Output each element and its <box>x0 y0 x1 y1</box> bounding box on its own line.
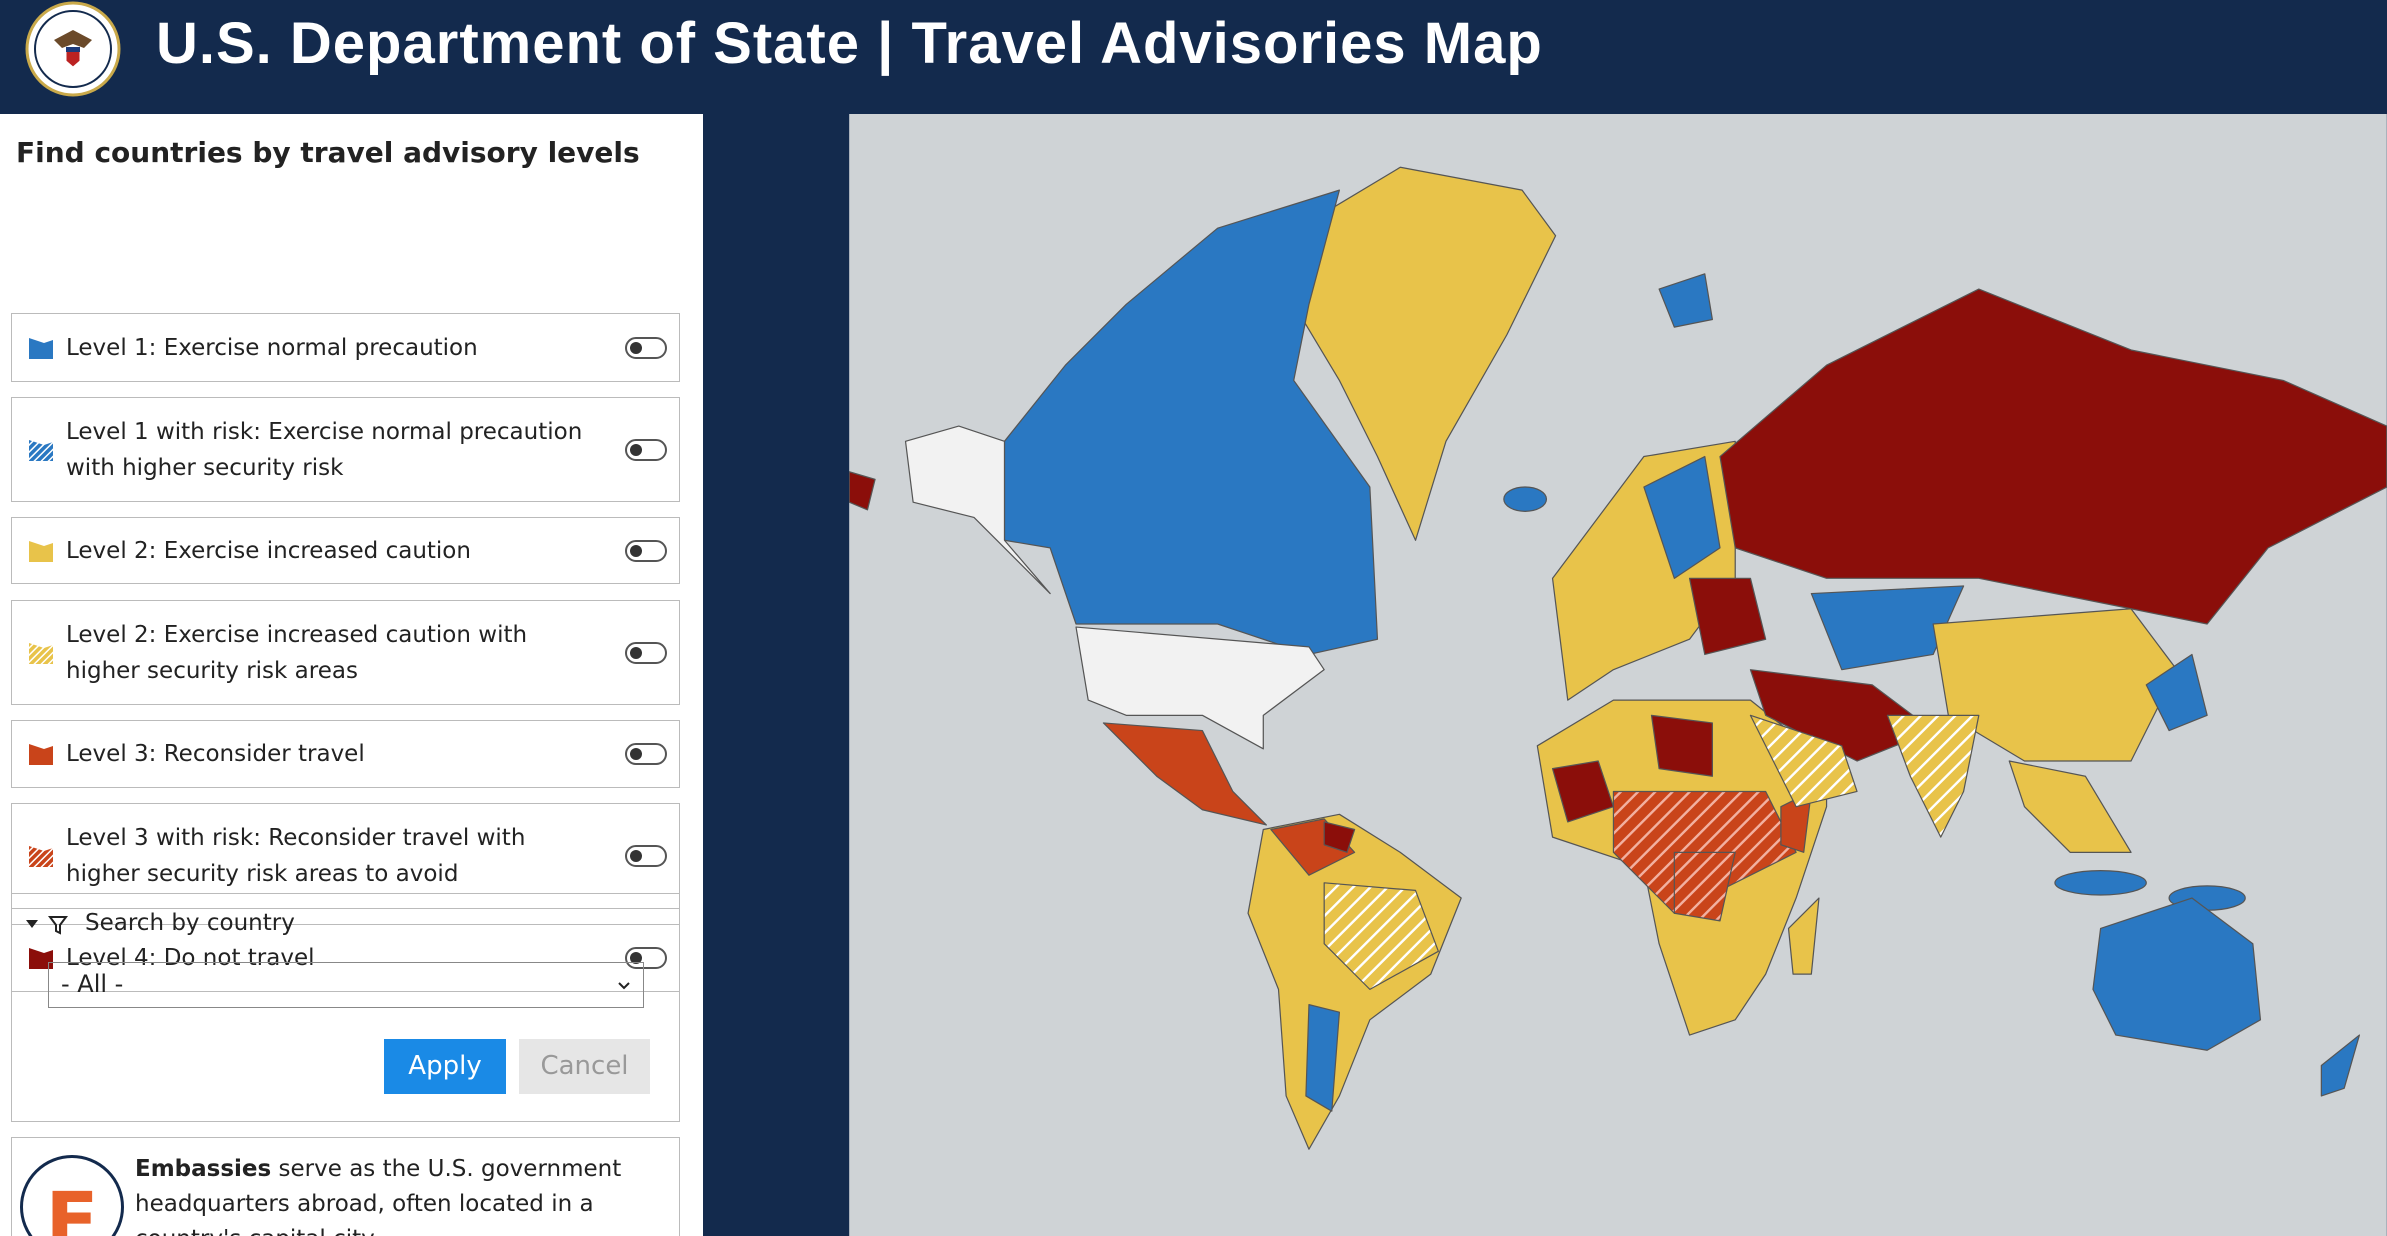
level-item[interactable]: Level 1: Exercise normal precaution <box>11 313 680 382</box>
level-item[interactable]: Level 3: Reconsider travel <box>11 720 680 788</box>
level-label: Level 3 with risk: Reconsider travel wit… <box>66 825 526 887</box>
level-toggle[interactable] <box>625 845 667 867</box>
level-swatch <box>29 948 53 969</box>
filter-panel: Find countries by travel advisory levels… <box>0 114 703 1236</box>
cancel-button[interactable]: Cancel <box>519 1039 650 1094</box>
level-item[interactable]: Level 2: Exercise increased caution <box>11 517 680 584</box>
page-title: U.S. Department of State | Travel Adviso… <box>156 11 1543 76</box>
search-section: Search by country - All - Apply Cancel <box>11 893 680 1122</box>
embassy-icon: E <box>20 1155 124 1236</box>
level-toggle[interactable] <box>625 438 667 461</box>
level-toggle[interactable] <box>625 336 667 359</box>
level-swatch <box>29 642 53 664</box>
level-item[interactable]: Level 2: Exercise increased caution with… <box>11 600 680 705</box>
search-icons <box>26 916 68 935</box>
select-value: - All - <box>61 970 124 998</box>
level-item[interactable]: Level 1 with risk: Exercise normal preca… <box>11 397 680 502</box>
level-swatch <box>29 846 53 867</box>
level-swatch <box>29 439 53 461</box>
apply-button[interactable]: Apply <box>384 1039 506 1094</box>
level-toggle[interactable] <box>625 539 667 562</box>
embassies-term: Embassies <box>135 1156 272 1182</box>
level-toggle[interactable] <box>625 743 667 765</box>
level-toggle[interactable] <box>625 641 667 664</box>
level-label: Level 1: Exercise normal precaution <box>66 334 478 361</box>
chevron <box>618 982 630 990</box>
level-swatch <box>29 540 53 562</box>
seal <box>25 1 121 97</box>
embassies-info: E Embassies serve as the U.S. government… <box>11 1137 680 1236</box>
level-toggle[interactable] <box>625 947 667 969</box>
map[interactable] <box>849 114 2387 1236</box>
embassies-text: Embassies serve as the U.S. government h… <box>135 1152 655 1236</box>
level-label: Level 4: Do not travel <box>66 945 315 971</box>
level-label: Level 1 with risk: Exercise normal preca… <box>66 418 583 481</box>
level-label: Level 3: Reconsider travel <box>66 741 365 767</box>
level-swatch <box>29 337 53 359</box>
search-label[interactable]: Search by country <box>85 910 295 936</box>
country-select[interactable]: - All - <box>48 962 644 1008</box>
level-label: Level 2: Exercise increased caution with… <box>66 621 528 684</box>
level-item[interactable]: Level 3 with risk: Reconsider travel wit… <box>11 803 680 909</box>
panel-heading: Find countries by travel advisory levels <box>16 136 640 169</box>
level-item[interactable]: Level 4: Do not travel <box>11 924 680 992</box>
embassies-description: serve as the U.S. government headquarter… <box>135 1156 622 1236</box>
header: U.S. Department of State | Travel Adviso… <box>0 0 2387 114</box>
level-swatch <box>29 744 53 765</box>
level-label: Level 2: Exercise increased caution <box>66 537 471 564</box>
